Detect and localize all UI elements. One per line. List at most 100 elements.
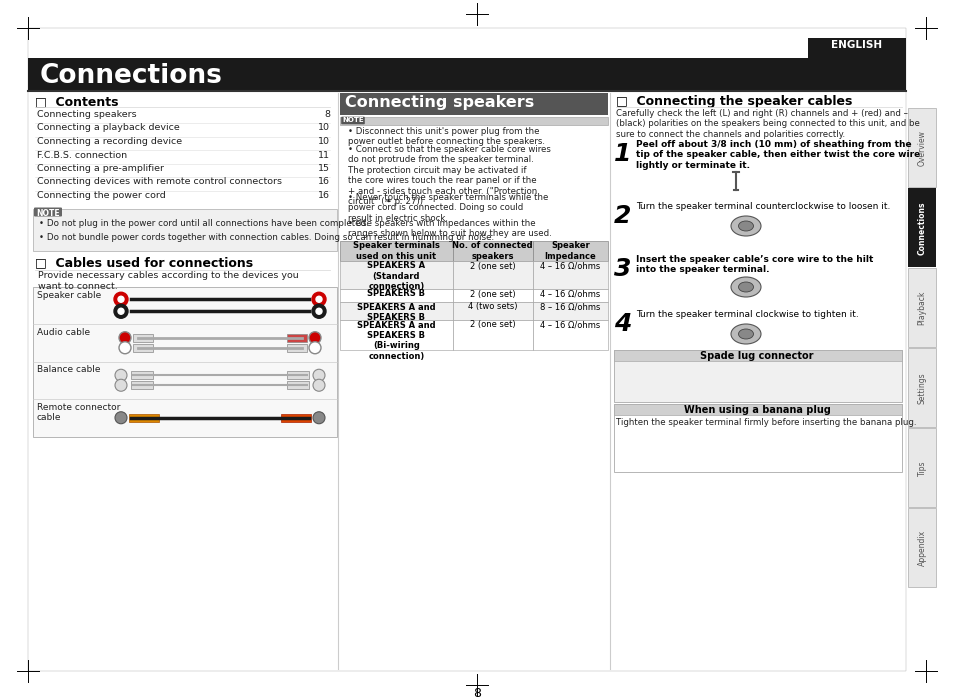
- Circle shape: [315, 296, 322, 302]
- Text: SPEAKERS B: SPEAKERS B: [367, 289, 425, 298]
- Text: ENGLISH: ENGLISH: [831, 40, 882, 50]
- Text: Connecting speakers: Connecting speakers: [345, 95, 534, 110]
- Circle shape: [119, 342, 131, 354]
- Bar: [533, 261, 607, 289]
- Bar: [287, 344, 307, 352]
- Bar: [907, 508, 935, 587]
- Text: Connecting a recording device: Connecting a recording device: [37, 137, 182, 146]
- Text: Turn the speaker terminal counterclockwise to loosen it.: Turn the speaker terminal counterclockwi…: [636, 202, 889, 211]
- Circle shape: [115, 369, 127, 381]
- Text: Speaker cable: Speaker cable: [37, 291, 101, 299]
- Bar: [452, 289, 533, 301]
- Text: Remote connector
cable: Remote connector cable: [37, 403, 120, 422]
- Text: Insert the speaker cable’s core wire to the hilt
into the speaker terminal.: Insert the speaker cable’s core wire to …: [636, 255, 872, 275]
- Circle shape: [115, 380, 127, 391]
- Bar: [28, 58, 905, 90]
- Bar: [281, 414, 311, 421]
- FancyBboxPatch shape: [341, 117, 364, 124]
- Text: NOTE: NOTE: [36, 210, 60, 219]
- Text: 2 (one set): 2 (one set): [470, 321, 515, 329]
- Text: SPEAKERS A
(Standard
connection): SPEAKERS A (Standard connection): [367, 261, 425, 291]
- Bar: [907, 428, 935, 507]
- Circle shape: [113, 304, 128, 318]
- Text: Peel off about 3/8 inch (10 mm) of sheathing from the
tip of the speaker cable, : Peel off about 3/8 inch (10 mm) of sheat…: [636, 140, 920, 170]
- Bar: [533, 289, 607, 301]
- Text: 15: 15: [317, 164, 330, 173]
- Bar: [614, 404, 901, 415]
- Circle shape: [312, 292, 326, 306]
- Text: 3: 3: [614, 257, 631, 281]
- Text: Balance cable: Balance cable: [37, 366, 100, 375]
- Bar: [339, 240, 452, 261]
- Text: 1: 1: [614, 142, 631, 166]
- Bar: [339, 117, 607, 125]
- Bar: [533, 240, 607, 261]
- Bar: [907, 108, 935, 187]
- Text: Speaker terminals
used on this unit: Speaker terminals used on this unit: [353, 241, 439, 261]
- Circle shape: [118, 296, 124, 302]
- Text: 10: 10: [317, 137, 330, 146]
- Text: Turn the speaker terminal clockwise to tighten it.: Turn the speaker terminal clockwise to t…: [636, 310, 858, 319]
- Ellipse shape: [738, 282, 753, 292]
- Text: 4 – 16 Ω/ohms: 4 – 16 Ω/ohms: [539, 261, 600, 271]
- Text: 2 (one set): 2 (one set): [470, 261, 515, 271]
- Circle shape: [313, 412, 325, 424]
- Text: Connecting a playback device: Connecting a playback device: [37, 124, 179, 133]
- Circle shape: [309, 332, 320, 344]
- Text: Overview: Overview: [917, 130, 925, 166]
- Text: 2 (one set): 2 (one set): [470, 289, 515, 298]
- Text: F.C.B.S. connection: F.C.B.S. connection: [37, 150, 127, 159]
- Text: No. of connected
speakers: No. of connected speakers: [452, 241, 533, 261]
- Text: Tighten the speaker terminal firmly before inserting the banana plug.: Tighten the speaker terminal firmly befo…: [616, 418, 916, 427]
- Text: 4 – 16 Ω/ohms: 4 – 16 Ω/ohms: [539, 289, 600, 298]
- Text: Appendix: Appendix: [917, 530, 925, 566]
- Text: 4 – 16 Ω/ohms: 4 – 16 Ω/ohms: [539, 321, 600, 329]
- Bar: [614, 350, 901, 361]
- Bar: [132, 344, 152, 352]
- Text: 4 (two sets): 4 (two sets): [468, 303, 517, 312]
- Text: 4: 4: [614, 312, 631, 336]
- Bar: [339, 319, 452, 350]
- Bar: [131, 381, 152, 389]
- Bar: [452, 301, 533, 319]
- Text: Connections: Connections: [40, 63, 223, 89]
- Text: NOTE: NOTE: [342, 117, 363, 124]
- Text: □  Contents: □ Contents: [35, 95, 118, 108]
- Text: Connecting devices with remote control connectors: Connecting devices with remote control c…: [37, 178, 282, 187]
- Bar: [907, 348, 935, 427]
- Bar: [129, 414, 159, 421]
- Ellipse shape: [738, 329, 753, 339]
- Bar: [907, 188, 935, 267]
- Text: Connecting the power cord: Connecting the power cord: [37, 191, 166, 200]
- Bar: [807, 38, 905, 58]
- Bar: [339, 289, 452, 301]
- Bar: [287, 371, 309, 380]
- Bar: [452, 240, 533, 261]
- Ellipse shape: [730, 324, 760, 344]
- Text: • Never touch the speaker terminals while the
power cord is connected. Doing so : • Never touch the speaker terminals whil…: [348, 193, 548, 223]
- Circle shape: [119, 332, 131, 344]
- Text: Spade lug connector: Spade lug connector: [700, 351, 813, 361]
- Bar: [614, 350, 901, 402]
- Text: 8 – 16 Ω/ohms: 8 – 16 Ω/ohms: [539, 303, 600, 312]
- Bar: [533, 319, 607, 350]
- Bar: [131, 371, 152, 380]
- Bar: [533, 301, 607, 319]
- Bar: [339, 261, 452, 289]
- Circle shape: [113, 292, 128, 306]
- Circle shape: [312, 304, 326, 318]
- Circle shape: [309, 342, 320, 354]
- Bar: [132, 333, 152, 342]
- Bar: [452, 261, 533, 289]
- Text: • Do not plug in the power cord until all connections have been completed.: • Do not plug in the power cord until al…: [39, 219, 369, 227]
- Bar: [287, 381, 309, 389]
- Text: • Use speakers with impedances within the
ranges shown below to suit how they ar: • Use speakers with impedances within th…: [348, 219, 551, 238]
- Text: SPEAKERS A and
SPEAKERS B: SPEAKERS A and SPEAKERS B: [356, 303, 436, 322]
- Text: 11: 11: [317, 150, 330, 159]
- Text: Connecting a pre-amplifier: Connecting a pre-amplifier: [37, 164, 164, 173]
- Text: Provide necessary cables according to the devices you
want to connect.: Provide necessary cables according to th…: [38, 271, 298, 291]
- Text: □  Connecting the speaker cables: □ Connecting the speaker cables: [616, 95, 851, 108]
- Text: 16: 16: [317, 178, 330, 187]
- Text: Connections: Connections: [917, 201, 925, 254]
- Text: 2: 2: [614, 204, 631, 228]
